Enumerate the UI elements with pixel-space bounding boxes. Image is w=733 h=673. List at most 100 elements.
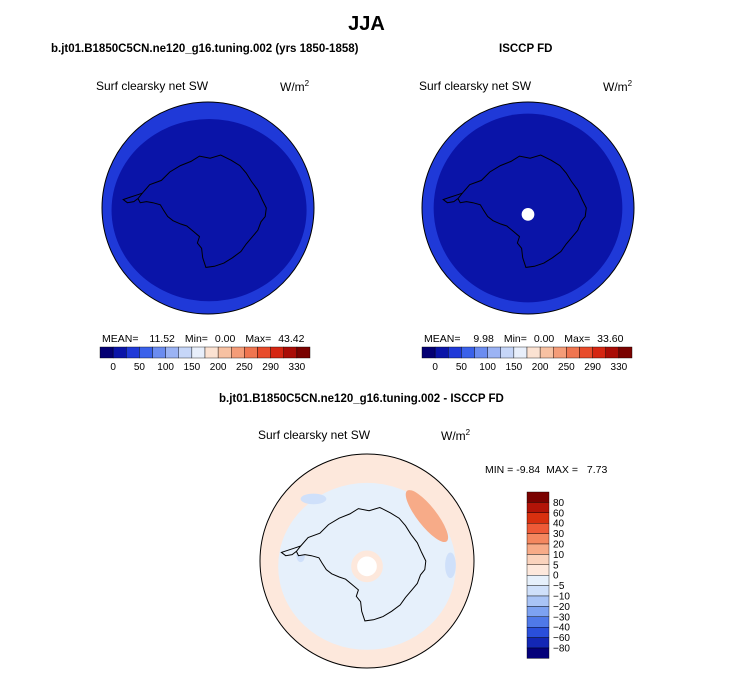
panel2-colorbar-tick-label: 150	[506, 362, 523, 373]
panel3-colorbar-tick-label: 20	[553, 540, 565, 551]
panel2-colorbar-bin	[618, 346, 633, 359]
panel3-colorbar-tick-label: 10	[553, 550, 565, 561]
panel1-colorbar-bin	[231, 346, 245, 359]
panel2-title: ISCCP FD	[499, 43, 553, 55]
panel3-units: W/m2	[441, 428, 471, 443]
panel3-colorbar-bin	[526, 616, 550, 628]
panel1-colorbar-bin	[112, 346, 127, 359]
panel2-colorbar: 0 50 100 150 200 250 290 330	[421, 346, 633, 373]
panel3-anomaly-patch	[405, 490, 449, 543]
panel1-colorbar-bin	[99, 346, 114, 359]
panel2-colorbar-bin	[474, 346, 488, 359]
panel1-colorbar-bin	[270, 346, 284, 359]
panel3-colorbar-tick-label: −40	[553, 623, 570, 634]
panel3-colorbar-bin	[526, 554, 550, 566]
panel3-colorbar-tick-label: −10	[553, 592, 570, 603]
panel3-colorbar-bin	[526, 626, 550, 638]
panel3-colorbar-bin	[526, 512, 550, 524]
panel2-colorbar-tick-label: 330	[611, 362, 628, 373]
panel3-colorbar-tick-label: −20	[553, 602, 570, 613]
panel3-colorbar-bin	[526, 543, 550, 555]
panel1-colorbar-bin	[244, 346, 258, 359]
panel2-colorbar-tick-label: 100	[479, 362, 496, 373]
panel1-variable: Surf clearsky net SW	[96, 79, 209, 93]
panel1-antarctic-peninsula	[122, 192, 143, 204]
panel2-colorbar-bin	[513, 346, 528, 359]
panel2-missing-data-pole	[521, 208, 535, 221]
panel3-colorbar-tick-label: 0	[553, 571, 559, 582]
panel1-colorbar-bin	[257, 346, 271, 359]
panel1-units: W/m2	[280, 79, 310, 94]
panel2-colorbar-bin	[421, 346, 436, 359]
panel3-colorbar-bin	[526, 502, 550, 513]
panel2-colorbar-bin	[553, 346, 567, 359]
panel2-colorbar-bin	[461, 346, 475, 359]
panel2-colorbar-tick-label: 250	[558, 362, 575, 373]
panel1-antarctica-coastline	[137, 154, 267, 268]
panel1-colorbar-bin	[191, 346, 206, 359]
panel2-colorbar-bin	[448, 346, 462, 359]
panel1-colorbar-tick-label: 50	[134, 362, 146, 373]
panel1-colorbar-bin	[283, 346, 298, 359]
panel2-colorbar-bin	[434, 346, 449, 359]
panel2-colorbar-bin	[500, 346, 515, 359]
panel3-missing-data-pole	[351, 550, 383, 583]
panel1-colorbar-bin	[178, 346, 193, 359]
panel1-colorbar-tick-label: 200	[210, 362, 227, 373]
panel1-colorbar-bin	[152, 346, 166, 359]
panel2-colorbar-bin	[605, 346, 620, 359]
panel3-colorbar-tick-label: 80	[553, 498, 565, 509]
panel3-colorbar-tick-label: 60	[553, 508, 565, 519]
panel1-colorbar-bin	[139, 346, 153, 359]
panel2-units: W/m2	[603, 79, 633, 94]
panel3-colorbar-tick-label: −80	[553, 644, 570, 655]
panel3-colorbar-tick-label: 5	[553, 560, 559, 571]
panel3-colorbar-tick-label: −5	[553, 581, 565, 592]
panel1-title: b.jt01.B1850C5CN.ne120_g16.tuning.002 (y…	[51, 43, 359, 55]
panel1-colorbar-bin	[217, 346, 232, 359]
panel1-map-border	[101, 101, 315, 315]
panel3-colorbar-tick-label: −60	[553, 633, 570, 644]
panel3-colorbar-tick-label: 40	[553, 519, 565, 530]
panel2-map	[421, 101, 635, 315]
panel1-colorbar-bin	[165, 346, 179, 359]
panel3-colorbar-bin	[526, 585, 550, 597]
panel1-colorbar: 0 50 100 150 200 250 290 330	[99, 346, 311, 373]
panel1-colorbar-tick-label: 100	[157, 362, 174, 373]
panel3-anomaly-patch	[445, 552, 456, 579]
panel2-antarctica-coastline	[457, 154, 587, 268]
panel2-colorbar-tick-label: 0	[432, 362, 438, 373]
panel3-variable: Surf clearsky net SW	[258, 428, 371, 442]
panel1-map	[101, 101, 315, 315]
panel3-anomaly-patch	[300, 493, 327, 505]
panel3-colorbar-bin	[526, 595, 550, 607]
panel1-colorbar-tick-label: 290	[262, 362, 279, 373]
panel3-colorbar-bin	[526, 523, 550, 534]
panel2-variable: Surf clearsky net SW	[419, 79, 532, 93]
panel3-map	[259, 453, 475, 669]
panel3-colorbar-bin	[526, 564, 550, 576]
panel3-colorbar-bin	[526, 533, 550, 545]
panel1-colorbar-bin	[296, 346, 311, 359]
panel2-stats: MEAN= 9.98 Min= 0.00 Max= 33.60	[424, 333, 624, 345]
panel2-colorbar-tick-label: 200	[532, 362, 549, 373]
panel2-colorbar-bin	[526, 346, 541, 359]
panel2-colorbar-bin	[566, 346, 580, 359]
panel3-colorbar-bin	[526, 647, 550, 659]
panel2-map-border	[421, 101, 635, 315]
panel2-colorbar-tick-label: 50	[456, 362, 468, 373]
panel1-colorbar-tick-label: 250	[236, 362, 253, 373]
panel2-colorbar-bin	[579, 346, 593, 359]
panel3-title: b.jt01.B1850C5CN.ne120_g16.tuning.002 - …	[219, 393, 504, 405]
panel3-colorbar-bin	[526, 491, 550, 503]
panel3-colorbar-tick-label: −30	[553, 612, 570, 623]
panel1-colorbar-tick-label: 150	[184, 362, 201, 373]
panel1-colorbar-bin	[126, 346, 140, 359]
panel3-map-border	[259, 453, 475, 669]
panel3-colorbar-bin	[526, 637, 550, 649]
panel2-colorbar-bin	[592, 346, 606, 359]
panel1-colorbar-tick-label: 330	[289, 362, 306, 373]
panel1-stats: MEAN= 11.52 Min= 0.00 Max= 43.42	[102, 333, 305, 345]
panel1-colorbar-bin	[204, 346, 219, 359]
